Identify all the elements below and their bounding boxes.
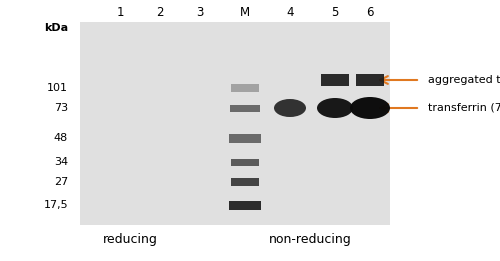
Text: reducing: reducing — [102, 234, 158, 246]
Text: 1: 1 — [116, 5, 124, 19]
Text: 17,5: 17,5 — [44, 200, 68, 210]
Text: 48: 48 — [54, 133, 68, 143]
Ellipse shape — [350, 97, 390, 119]
Bar — [231, 84, 259, 92]
Text: 3: 3 — [196, 5, 203, 19]
Bar — [230, 104, 260, 111]
Ellipse shape — [317, 98, 353, 118]
Text: 6: 6 — [366, 5, 374, 19]
Text: 101: 101 — [47, 83, 68, 93]
Text: M: M — [240, 5, 250, 19]
Text: transferrin (77 kDa): transferrin (77 kDa) — [428, 103, 500, 113]
Text: 27: 27 — [54, 177, 68, 187]
Text: 2: 2 — [156, 5, 164, 19]
Bar — [321, 74, 349, 86]
Text: 4: 4 — [286, 5, 294, 19]
Bar — [231, 178, 259, 186]
Text: non-reducing: non-reducing — [268, 234, 351, 246]
Bar — [229, 200, 261, 210]
Text: kDa: kDa — [44, 23, 68, 33]
Text: aggregated transferrin dimer: aggregated transferrin dimer — [428, 75, 500, 85]
Bar — [356, 74, 384, 86]
Text: 34: 34 — [54, 157, 68, 167]
Text: 5: 5 — [332, 5, 338, 19]
Bar — [229, 133, 261, 143]
Text: 73: 73 — [54, 103, 68, 113]
Ellipse shape — [274, 99, 306, 117]
Bar — [231, 158, 259, 165]
Bar — [80, 22, 390, 225]
